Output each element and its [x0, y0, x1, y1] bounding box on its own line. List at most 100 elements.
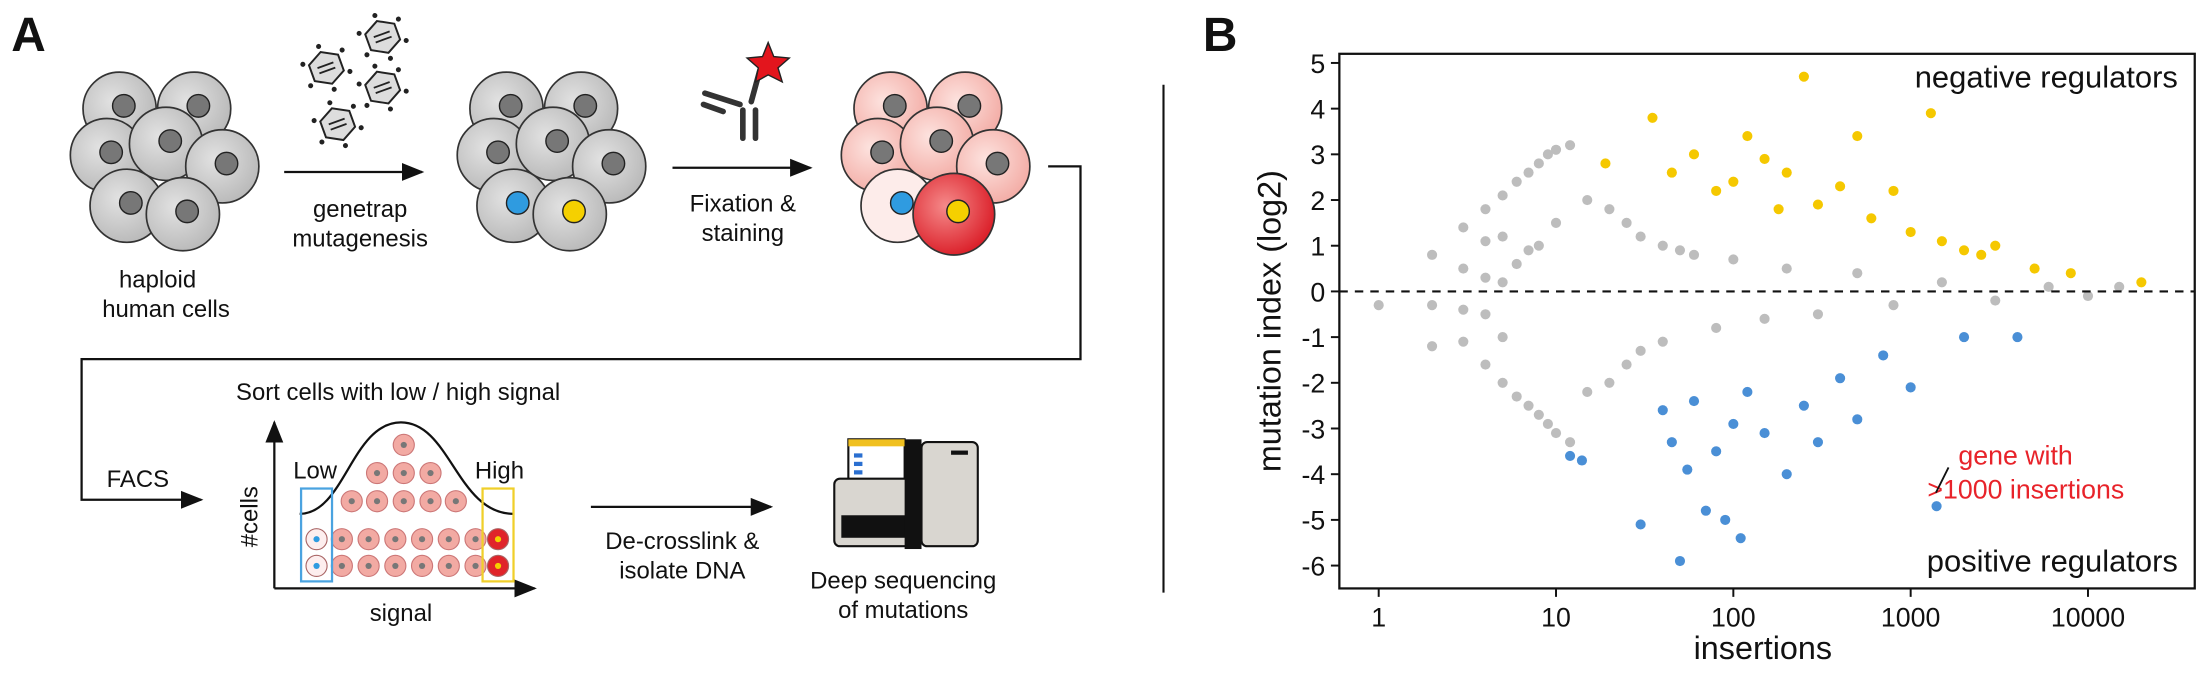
- nucleus: [427, 469, 434, 477]
- cell-clusters: [69, 71, 1031, 256]
- step-label: genetrap mutagenesis: [292, 196, 428, 253]
- point: [1773, 204, 1784, 215]
- point: [1635, 519, 1646, 530]
- nucleus: [338, 562, 345, 570]
- genome: [317, 61, 334, 69]
- point: [1523, 167, 1534, 178]
- nucleus: [545, 129, 570, 153]
- nucleus: [186, 93, 211, 118]
- y-tick-label: 4: [1310, 94, 1325, 124]
- point: [1852, 414, 1863, 425]
- y-axis-label: mutation index (log2): [1251, 170, 1287, 472]
- point: [1458, 336, 1469, 347]
- spike: [372, 63, 378, 69]
- nucleus: [929, 129, 954, 153]
- sort-title: Sort cells with low / high signal: [236, 379, 560, 406]
- annotation: positive regulators: [1927, 544, 2178, 579]
- y-tick-label: -1: [1302, 323, 1326, 353]
- point: [1511, 391, 1522, 402]
- point: [1688, 149, 1700, 160]
- y-tick-label: -3: [1302, 414, 1326, 444]
- point: [1542, 418, 1553, 429]
- genome: [375, 86, 392, 94]
- spike: [331, 86, 337, 92]
- curve: [299, 421, 514, 515]
- nucleus: [472, 562, 479, 570]
- point: [1497, 277, 1508, 288]
- spike: [327, 100, 333, 106]
- sequencer: [833, 438, 979, 550]
- nucleus: [99, 140, 124, 165]
- point: [1905, 226, 1916, 238]
- genome: [375, 35, 392, 44]
- point: [1550, 217, 1562, 228]
- capsid: [364, 70, 402, 105]
- point: [1728, 176, 1739, 187]
- spike: [372, 12, 378, 19]
- panel-label: B: [1203, 9, 1238, 62]
- point: [1480, 359, 1491, 370]
- x-axis-label: signal: [370, 600, 432, 627]
- point: [1674, 245, 1686, 256]
- cell-distribution: [305, 433, 510, 578]
- point: [1497, 190, 1508, 201]
- point: [1812, 199, 1824, 210]
- point: [2029, 263, 2040, 274]
- point: [1852, 268, 1863, 279]
- point: [1564, 437, 1576, 448]
- spike: [319, 139, 325, 145]
- point: [1666, 437, 1677, 448]
- point: [1647, 112, 1658, 123]
- nucleus: [392, 562, 399, 570]
- nucleus: [158, 129, 183, 153]
- capsid: [364, 20, 402, 54]
- nucleus: [486, 140, 510, 165]
- nucleus: [111, 93, 136, 118]
- nucleus: [400, 441, 407, 449]
- nucleus: [889, 190, 914, 215]
- point: [1711, 446, 1722, 457]
- point: [1878, 350, 1889, 361]
- spike: [350, 103, 356, 109]
- point: [1866, 213, 1877, 224]
- x-tick-label: 100: [1711, 602, 1756, 632]
- low-label: Low: [293, 458, 338, 485]
- nucleus: [373, 498, 381, 505]
- nucleus: [427, 498, 434, 505]
- y-tick-label: 1: [1310, 232, 1325, 262]
- annotation: negative regulators: [1915, 60, 2178, 95]
- nucleus: [870, 140, 895, 165]
- nucleus: [494, 536, 502, 543]
- point: [1936, 277, 1947, 288]
- facs-label: FACS: [107, 466, 169, 493]
- nucleus: [452, 498, 459, 505]
- spike: [316, 43, 322, 49]
- nucleus: [882, 93, 907, 118]
- x-tick-label: 1000: [1881, 602, 1940, 632]
- spike: [387, 55, 394, 61]
- point: [1523, 245, 1534, 256]
- nucleus: [365, 536, 372, 543]
- point: [1682, 464, 1693, 475]
- point: [1621, 217, 1632, 228]
- y-tick-label: 2: [1310, 186, 1325, 216]
- high-box: [481, 487, 515, 583]
- spike: [339, 47, 345, 53]
- virus: [300, 43, 353, 92]
- y-tick-label: 5: [1310, 49, 1325, 79]
- point: [1936, 236, 1947, 247]
- spike: [356, 81, 362, 87]
- virus: [356, 12, 409, 61]
- nucleus: [445, 562, 452, 570]
- point: [1523, 400, 1534, 411]
- point: [1781, 469, 1792, 480]
- point: [1533, 240, 1544, 251]
- spike: [347, 68, 353, 74]
- spike: [300, 61, 306, 67]
- nucleus: [373, 469, 381, 477]
- point: [1657, 240, 1668, 251]
- nucleus: [400, 469, 407, 477]
- point: [1582, 386, 1593, 398]
